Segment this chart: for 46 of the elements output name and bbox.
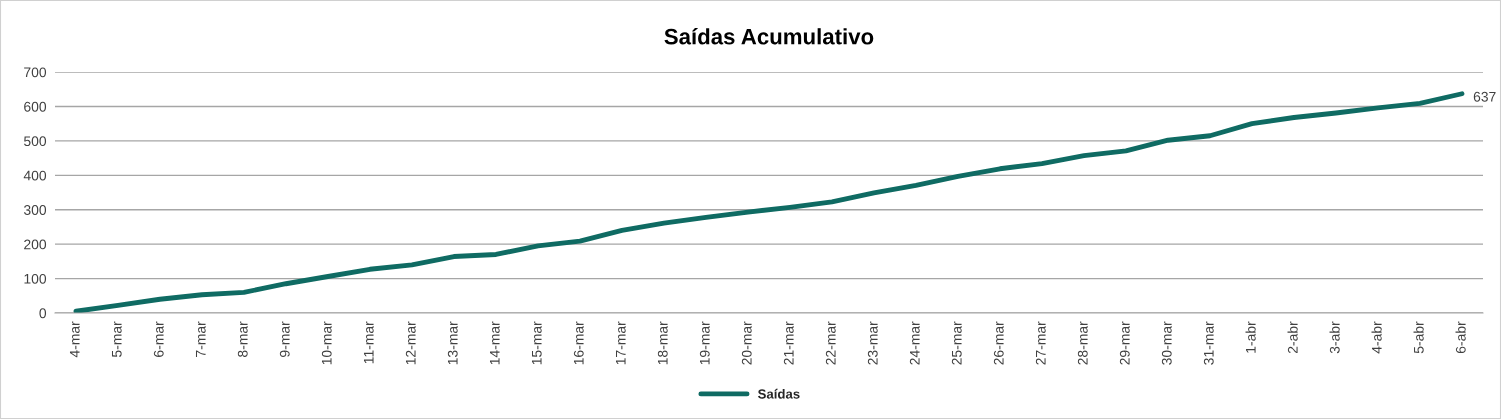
x-tick-label: 23-mar <box>867 321 878 365</box>
chart-title: Saídas Acumulativo <box>664 27 874 45</box>
x-tick-label: 17-mar <box>615 321 626 365</box>
legend-label: Saídas <box>757 388 800 399</box>
x-tick-label: 21-mar <box>783 321 794 365</box>
x-tick-label: 8-mar <box>237 321 248 357</box>
y-tick-label: 0 <box>39 308 47 319</box>
x-tick-label: 18-mar <box>657 321 668 365</box>
x-tick-label: 5-mar <box>111 321 122 358</box>
x-tick-label: 3-abr <box>1329 321 1340 354</box>
x-tick-label: 26-mar <box>993 321 1004 365</box>
x-tick-label: 16-mar <box>573 321 584 365</box>
y-tick-label: 400 <box>23 170 47 181</box>
x-tick-label: 29-mar <box>1119 321 1130 365</box>
x-tick-label: 19-mar <box>699 321 710 365</box>
data-label: 637 <box>1473 91 1496 102</box>
x-tick-label: 30-mar <box>1161 321 1172 365</box>
x-tick-label: 2-abr <box>1287 321 1298 354</box>
x-tick-label: 12-mar <box>405 321 416 365</box>
x-tick-label: 10-mar <box>321 321 332 365</box>
y-tick-label: 600 <box>24 101 47 112</box>
x-tick-label: 24-mar <box>909 321 920 365</box>
x-tick-label: 20-mar <box>741 321 752 365</box>
x-tick-label: 27-mar <box>1035 321 1046 365</box>
x-tick-label: 6-abr <box>1455 321 1466 354</box>
y-tick-label: 500 <box>23 136 47 147</box>
x-tick-label: 11-mar <box>363 321 374 364</box>
line-series <box>73 91 1465 313</box>
y-tick-label: 200 <box>24 239 47 250</box>
x-tick-label: 31-mar <box>1203 321 1214 365</box>
x-tick-label: 5-abr <box>1413 321 1424 354</box>
x-tick-label: 9-mar <box>279 321 290 357</box>
x-tick-label: 28-mar <box>1077 321 1088 365</box>
x-tick-label: 25-mar <box>951 321 962 365</box>
x-tick-label: 15-mar <box>531 321 542 365</box>
x-tick-label: 14-mar <box>489 321 500 365</box>
y-tick-label: 100 <box>24 273 47 284</box>
x-tick-label: 13-mar <box>447 321 458 365</box>
x-tick-label: 4-abr <box>1371 321 1382 354</box>
x-tick-label: 22-mar <box>825 321 836 365</box>
x-tick-label: 4-mar <box>69 321 80 358</box>
y-tick-label: 300 <box>23 205 47 215</box>
x-tick-label: 7-mar <box>195 321 206 357</box>
y-tick-label: 700 <box>24 67 47 78</box>
x-tick-label: 6-mar <box>153 321 164 357</box>
x-tick-label: 1-abr <box>1245 321 1256 353</box>
